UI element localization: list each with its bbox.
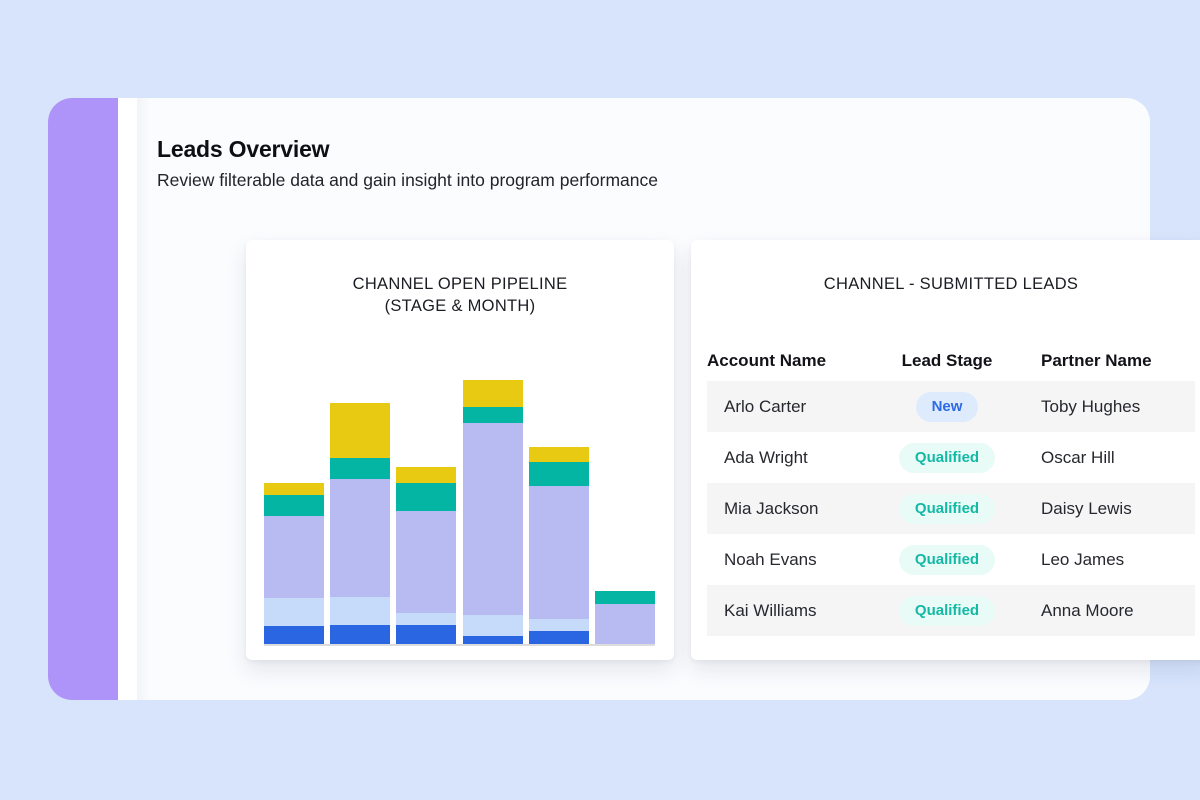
page-header: Leads Overview Review filterable data an… [157, 136, 658, 191]
table-header-row: Account Name Lead Stage Partner Name [707, 351, 1195, 371]
purple-accent-bar [48, 98, 118, 700]
bar-segment-stage-yellow-top [462, 380, 523, 407]
bar-segment-stage-lavender [396, 511, 457, 613]
submitted-leads-card: CHANNEL - SUBMITTED LEADS Account Name L… [691, 240, 1200, 660]
bar-segment-stage-teal [396, 483, 457, 511]
lead-stage-badge: Qualified [898, 544, 996, 575]
page-subtitle: Review filterable data and gain insight … [157, 170, 658, 190]
bar-segment-stage-teal [528, 462, 589, 486]
lead-stage-cell: Qualified [877, 595, 1017, 626]
table-row: Ada Wright Qualified Oscar Hill [707, 432, 1195, 483]
bar-segment-stage-teal [462, 407, 523, 423]
chart-title: CHANNEL OPEN PIPELINE (STAGE & MONTH) [246, 273, 674, 317]
partner-name-cell: Leo James [1041, 549, 1125, 569]
bar-segment-stage-teal [330, 458, 391, 479]
bar-segment-stage-blue-bottom [396, 625, 457, 644]
table-body: Arlo Carter New Toby Hughes Ada Wright Quali… [707, 381, 1195, 636]
bar-segment-stage-yellow-top [264, 483, 324, 495]
bar-segment-stage-lavender [528, 486, 589, 619]
bar-segment-stage-lavender [594, 604, 655, 644]
table-row: Mia Jackson Qualified Daisy Lewis [707, 483, 1195, 534]
bar-segment-stage-light-blue [396, 613, 457, 625]
lead-stage-badge: Qualified [898, 493, 996, 524]
bar-segment-stage-teal [264, 495, 324, 516]
chart-title-line-1: CHANNEL OPEN PIPELINE [352, 275, 568, 293]
main-card: Leads Overview Review filterable data an… [48, 98, 1200, 700]
column-header-account-name: Account Name [707, 351, 827, 370]
stacked-bar-chart [264, 344, 655, 644]
lead-stage-badge: Qualified [898, 595, 996, 626]
account-name-cell: Mia Jackson [724, 498, 819, 518]
bar-segment-stage-lavender [330, 479, 391, 597]
partner-name-cell: Toby Hughes [1041, 396, 1141, 416]
partner-name-cell: Oscar Hill [1041, 447, 1115, 467]
table-title: CHANNEL - SUBMITTED LEADS [823, 275, 1079, 293]
account-name-cell: Kai Williams [724, 600, 817, 620]
partner-name-cell: Anna Moore [1041, 600, 1134, 620]
lead-stage-cell: Qualified [877, 493, 1017, 524]
table-row: Kai Williams Qualified Anna Moore [707, 585, 1195, 636]
chart-title-line-2: (STAGE & MONTH) [384, 297, 536, 315]
bar-group [528, 447, 589, 644]
bar-segment-stage-blue-bottom [264, 626, 324, 644]
bar-segment-stage-blue-bottom [462, 636, 523, 644]
lead-stage-cell: Qualified [877, 442, 1017, 473]
bar-segment-stage-light-blue [462, 615, 523, 636]
bar-segment-stage-light-blue [330, 597, 391, 625]
bar-group [594, 591, 655, 644]
bar-group [396, 467, 457, 644]
account-name-cell: Noah Evans [724, 549, 817, 569]
bar-segment-stage-yellow-top [330, 403, 391, 458]
table-row: Noah Evans Qualified Leo James [707, 534, 1195, 585]
lead-stage-cell: New [877, 391, 1017, 422]
content-panel: Leads Overview Review filterable data an… [137, 98, 1200, 700]
bar-segment-stage-light-blue [264, 598, 324, 626]
bar-segment-stage-lavender [462, 423, 523, 615]
bar-group [330, 403, 391, 644]
bar-segment-stage-blue-bottom [528, 631, 589, 644]
partner-name-cell: Daisy Lewis [1041, 498, 1132, 518]
bar-segment-stage-teal [594, 591, 655, 604]
bar-segment-stage-light-blue [528, 619, 589, 631]
lead-stage-cell: Qualified [877, 544, 1017, 575]
page-title: Leads Overview [157, 136, 330, 162]
bar-segment-stage-lavender [264, 516, 324, 598]
pipeline-chart-card: CHANNEL OPEN PIPELINE (STAGE & MONTH) [246, 240, 674, 660]
bar-group [264, 483, 324, 644]
column-header-lead-stage: Lead Stage [901, 351, 993, 370]
lead-stage-badge: New [915, 391, 979, 422]
column-header-partner-name: Partner Name [1041, 351, 1152, 370]
bar-group [462, 380, 523, 644]
account-name-cell: Arlo Carter [724, 396, 807, 416]
bar-segment-stage-yellow-top [396, 467, 457, 483]
account-name-cell: Ada Wright [724, 447, 808, 467]
bar-segment-stage-yellow-top [528, 447, 589, 462]
chart-x-axis-line [264, 644, 655, 646]
bar-segment-stage-blue-bottom [330, 625, 391, 644]
table-row: Arlo Carter New Toby Hughes [707, 381, 1195, 432]
lead-stage-badge: Qualified [898, 442, 996, 473]
